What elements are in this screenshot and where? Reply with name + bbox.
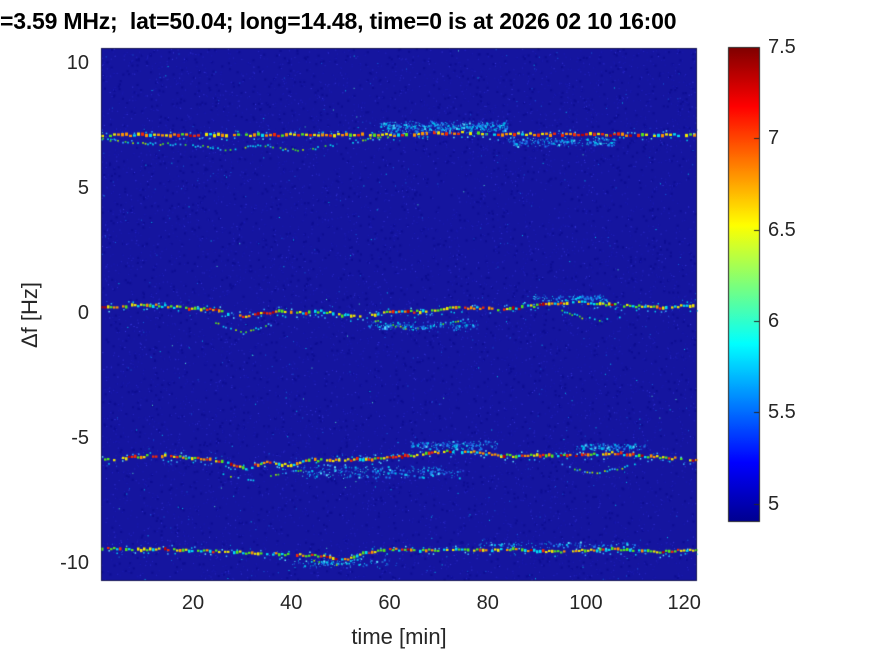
- x-axis-label: time [min]: [351, 624, 447, 649]
- y-tick-label: 0: [77, 302, 89, 324]
- colorbar-tick-label: 5: [768, 492, 780, 515]
- y-axis-label: Δf [Hz]: [17, 281, 42, 348]
- colorbar-tick-label: 7: [768, 127, 780, 150]
- figure-title: =3.59 MHz; lat=50.04; long=14.48, time=0…: [0, 8, 677, 34]
- x-tick-label: 20: [181, 592, 205, 614]
- colorbar-tick-label: 6: [768, 310, 780, 333]
- colorbar-tick-label: 7.5: [768, 36, 796, 58]
- y-tick-label: -5: [71, 427, 89, 449]
- x-tick-label: 60: [378, 592, 401, 614]
- y-tick-label: 10: [66, 52, 89, 74]
- x-tick-label: 120: [667, 592, 701, 614]
- colorbar-tick-label: 6.5: [768, 218, 796, 241]
- colorbar-tick-label: 5.5: [768, 401, 796, 424]
- y-tick-label: 5: [77, 177, 89, 199]
- x-tick-label: 40: [280, 592, 303, 614]
- y-tick-label: -10: [60, 552, 89, 574]
- x-tick-label: 80: [476, 592, 499, 614]
- x-tick-label: 100: [569, 592, 603, 614]
